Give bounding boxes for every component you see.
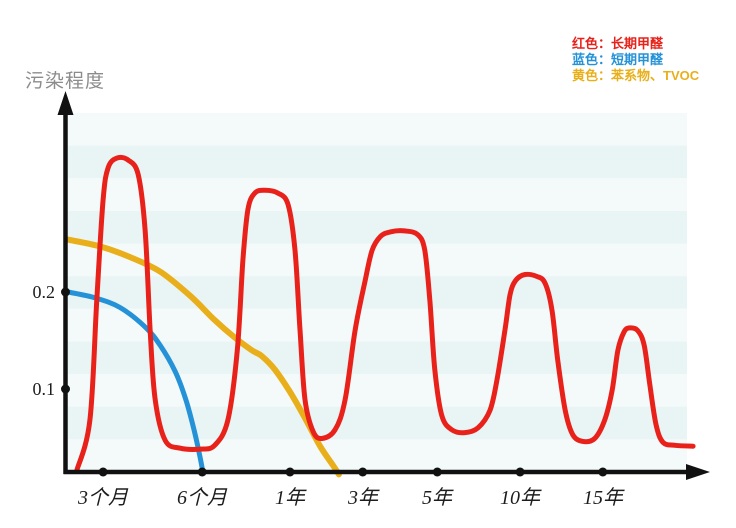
y-tick-dot [61, 287, 70, 297]
background-stripe [68, 243, 687, 277]
y-axis-arrow-icon [57, 91, 74, 115]
y-tick-dot [61, 384, 70, 394]
legend-item-long-term-formaldehyde: 红色：长期甲醛 [572, 36, 664, 51]
x-tick-dot [98, 467, 108, 477]
y-tick-label: 0.1 [32, 379, 56, 399]
series-curves [65, 154, 696, 478]
x-tick-dot [515, 467, 525, 477]
x-tick-dot [432, 467, 442, 477]
x-tick-label: 6个月 [177, 487, 227, 509]
background-stripe [68, 374, 687, 407]
x-tick-dot [358, 467, 368, 477]
background-stripe [68, 276, 687, 309]
background-stripes [68, 113, 687, 473]
y-tick-label: 0.2 [32, 282, 56, 302]
background-stripe [68, 113, 687, 146]
x-tick-label: 5年 [422, 487, 452, 509]
x-axis-arrow-icon [686, 464, 710, 480]
background-stripe [68, 145, 687, 179]
x-tick-label: 3年 [348, 487, 378, 509]
x-tick-dot [285, 467, 295, 477]
x-tick-label: 3个月 [78, 487, 128, 509]
background-stripe [68, 178, 687, 211]
background-stripe [68, 308, 687, 342]
x-tick-dot [197, 467, 207, 477]
x-tick-label: 10年 [500, 487, 540, 509]
y-axis-title: 污染程度 [25, 71, 106, 92]
curve-short-term-formaldehyde [65, 289, 206, 474]
x-tick-label: 1年 [275, 487, 305, 509]
background-stripe [68, 406, 687, 440]
curve-long-term-formaldehyde [74, 154, 696, 473]
x-tick-label: 15年 [583, 487, 623, 509]
legend: 红色：长期甲醛 蓝色：短期甲醛 黄色：苯系物、TVOC [572, 36, 699, 84]
legend-item-benzene-tvoc: 黄色：苯系物、TVOC [572, 68, 700, 83]
legend-item-short-term-formaldehyde: 蓝色：短期甲醛 [572, 52, 664, 67]
axes [57, 91, 710, 480]
background-stripe [68, 439, 687, 473]
x-tick-dot [598, 467, 608, 477]
